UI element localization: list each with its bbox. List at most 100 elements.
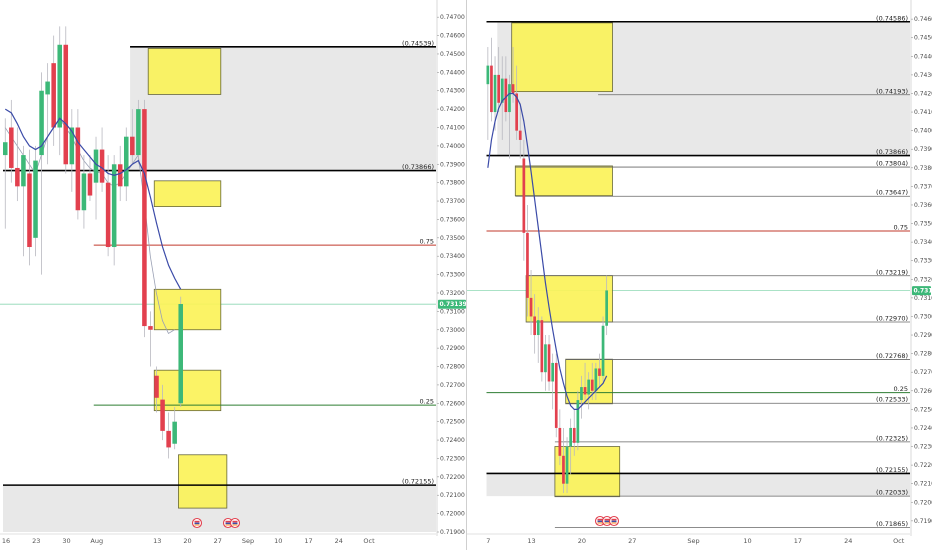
- time-tick-label: Oct: [893, 537, 905, 545]
- candle[interactable]: [587, 380, 590, 395]
- supply-demand-box[interactable]: [526, 276, 612, 322]
- candle[interactable]: [178, 304, 183, 403]
- price-tick-label: 0.74000: [914, 128, 932, 135]
- price-tick-label: 0.74100: [440, 125, 465, 132]
- candle[interactable]: [3, 142, 8, 155]
- price-axis[interactable]: 0.746000.745000.744000.743000.742000.741…: [911, 0, 932, 536]
- candle[interactable]: [100, 150, 105, 183]
- candle[interactable]: [21, 155, 26, 186]
- candle[interactable]: [142, 109, 147, 326]
- candle[interactable]: [57, 45, 62, 128]
- candle[interactable]: [580, 387, 583, 400]
- candle[interactable]: [537, 320, 540, 335]
- candle[interactable]: [45, 82, 50, 95]
- candle[interactable]: [106, 183, 111, 247]
- candle[interactable]: [548, 344, 551, 381]
- supply-demand-box[interactable]: [512, 23, 613, 92]
- candle[interactable]: [130, 137, 135, 155]
- supply-demand-box[interactable]: [178, 455, 226, 508]
- candle[interactable]: [605, 290, 608, 325]
- event-icon-stripe: [605, 521, 610, 523]
- candle[interactable]: [490, 66, 493, 112]
- candle[interactable]: [166, 431, 171, 448]
- candle[interactable]: [112, 164, 117, 247]
- time-tick-label: 30: [62, 537, 70, 545]
- level-label: (0.74193): [876, 87, 908, 95]
- candle[interactable]: [526, 233, 529, 298]
- candle[interactable]: [512, 84, 515, 93]
- plot-area[interactable]: [0, 26, 436, 532]
- price-tick-label: 0.73900: [914, 146, 932, 153]
- level-label: 0.75: [894, 223, 908, 231]
- candle[interactable]: [124, 137, 129, 187]
- candle[interactable]: [487, 66, 490, 85]
- candle[interactable]: [595, 368, 598, 390]
- candle[interactable]: [118, 164, 123, 186]
- price-tick-label: 0.72400: [914, 425, 932, 432]
- candle[interactable]: [27, 173, 32, 247]
- price-tick-label: 0.74300: [440, 88, 465, 95]
- price-tick-label: 0.72900: [914, 332, 932, 339]
- candle[interactable]: [15, 168, 20, 186]
- candle[interactable]: [148, 326, 153, 330]
- candle[interactable]: [172, 422, 177, 444]
- candle[interactable]: [154, 376, 159, 398]
- candle[interactable]: [9, 128, 14, 168]
- candle[interactable]: [602, 326, 605, 376]
- candle[interactable]: [160, 400, 165, 431]
- candle[interactable]: [508, 84, 511, 112]
- candle[interactable]: [562, 456, 565, 484]
- candle[interactable]: [94, 150, 99, 183]
- time-tick-label: 20: [183, 537, 191, 545]
- price-tick-label: 0.73600: [914, 202, 932, 209]
- candle[interactable]: [523, 159, 526, 233]
- event-icon-stripe: [605, 522, 610, 523]
- candle[interactable]: [573, 428, 576, 443]
- candle[interactable]: [569, 428, 572, 447]
- supply-demand-box[interactable]: [148, 48, 221, 94]
- flag-event-icon[interactable]: [193, 519, 202, 528]
- candle[interactable]: [559, 428, 562, 456]
- price-tick-label: 0.72200: [440, 474, 465, 481]
- candle[interactable]: [541, 320, 544, 372]
- candle[interactable]: [51, 63, 56, 127]
- candle[interactable]: [82, 173, 87, 210]
- candle[interactable]: [497, 75, 500, 103]
- time-tick-label: 27: [628, 537, 636, 545]
- price-tick-label: 0.74400: [914, 53, 932, 60]
- time-tick-label: 10: [274, 537, 282, 545]
- candle[interactable]: [566, 447, 569, 484]
- level-label: (0.72768): [876, 352, 908, 360]
- candle[interactable]: [551, 363, 554, 382]
- candle[interactable]: [577, 400, 580, 443]
- candle[interactable]: [88, 173, 93, 195]
- candle[interactable]: [505, 79, 508, 112]
- flag-event-icon[interactable]: [610, 517, 619, 526]
- candle[interactable]: [533, 316, 536, 335]
- candle[interactable]: [33, 161, 38, 238]
- supply-demand-box[interactable]: [515, 166, 612, 196]
- candle[interactable]: [136, 109, 141, 155]
- price-axis[interactable]: 0.747000.746000.745000.744000.743000.742…: [437, 0, 467, 536]
- flag-event-icon[interactable]: [231, 519, 240, 528]
- event-icon-stripe: [598, 521, 603, 523]
- candle[interactable]: [544, 344, 547, 372]
- candle[interactable]: [64, 45, 69, 165]
- candle[interactable]: [530, 298, 533, 317]
- level-label: (0.74539): [402, 39, 434, 47]
- candle[interactable]: [519, 131, 522, 140]
- event-icon-stripe: [612, 522, 617, 523]
- price-tick-label: 0.73400: [914, 239, 932, 246]
- plot-area[interactable]: [466, 22, 910, 528]
- event-icon-stripe: [598, 519, 603, 521]
- candle[interactable]: [584, 387, 587, 394]
- event-icon-stripe: [195, 523, 200, 525]
- candle[interactable]: [555, 363, 558, 428]
- candle[interactable]: [598, 368, 601, 375]
- candle[interactable]: [494, 75, 497, 112]
- supply-demand-box[interactable]: [154, 181, 221, 207]
- candle[interactable]: [591, 380, 594, 391]
